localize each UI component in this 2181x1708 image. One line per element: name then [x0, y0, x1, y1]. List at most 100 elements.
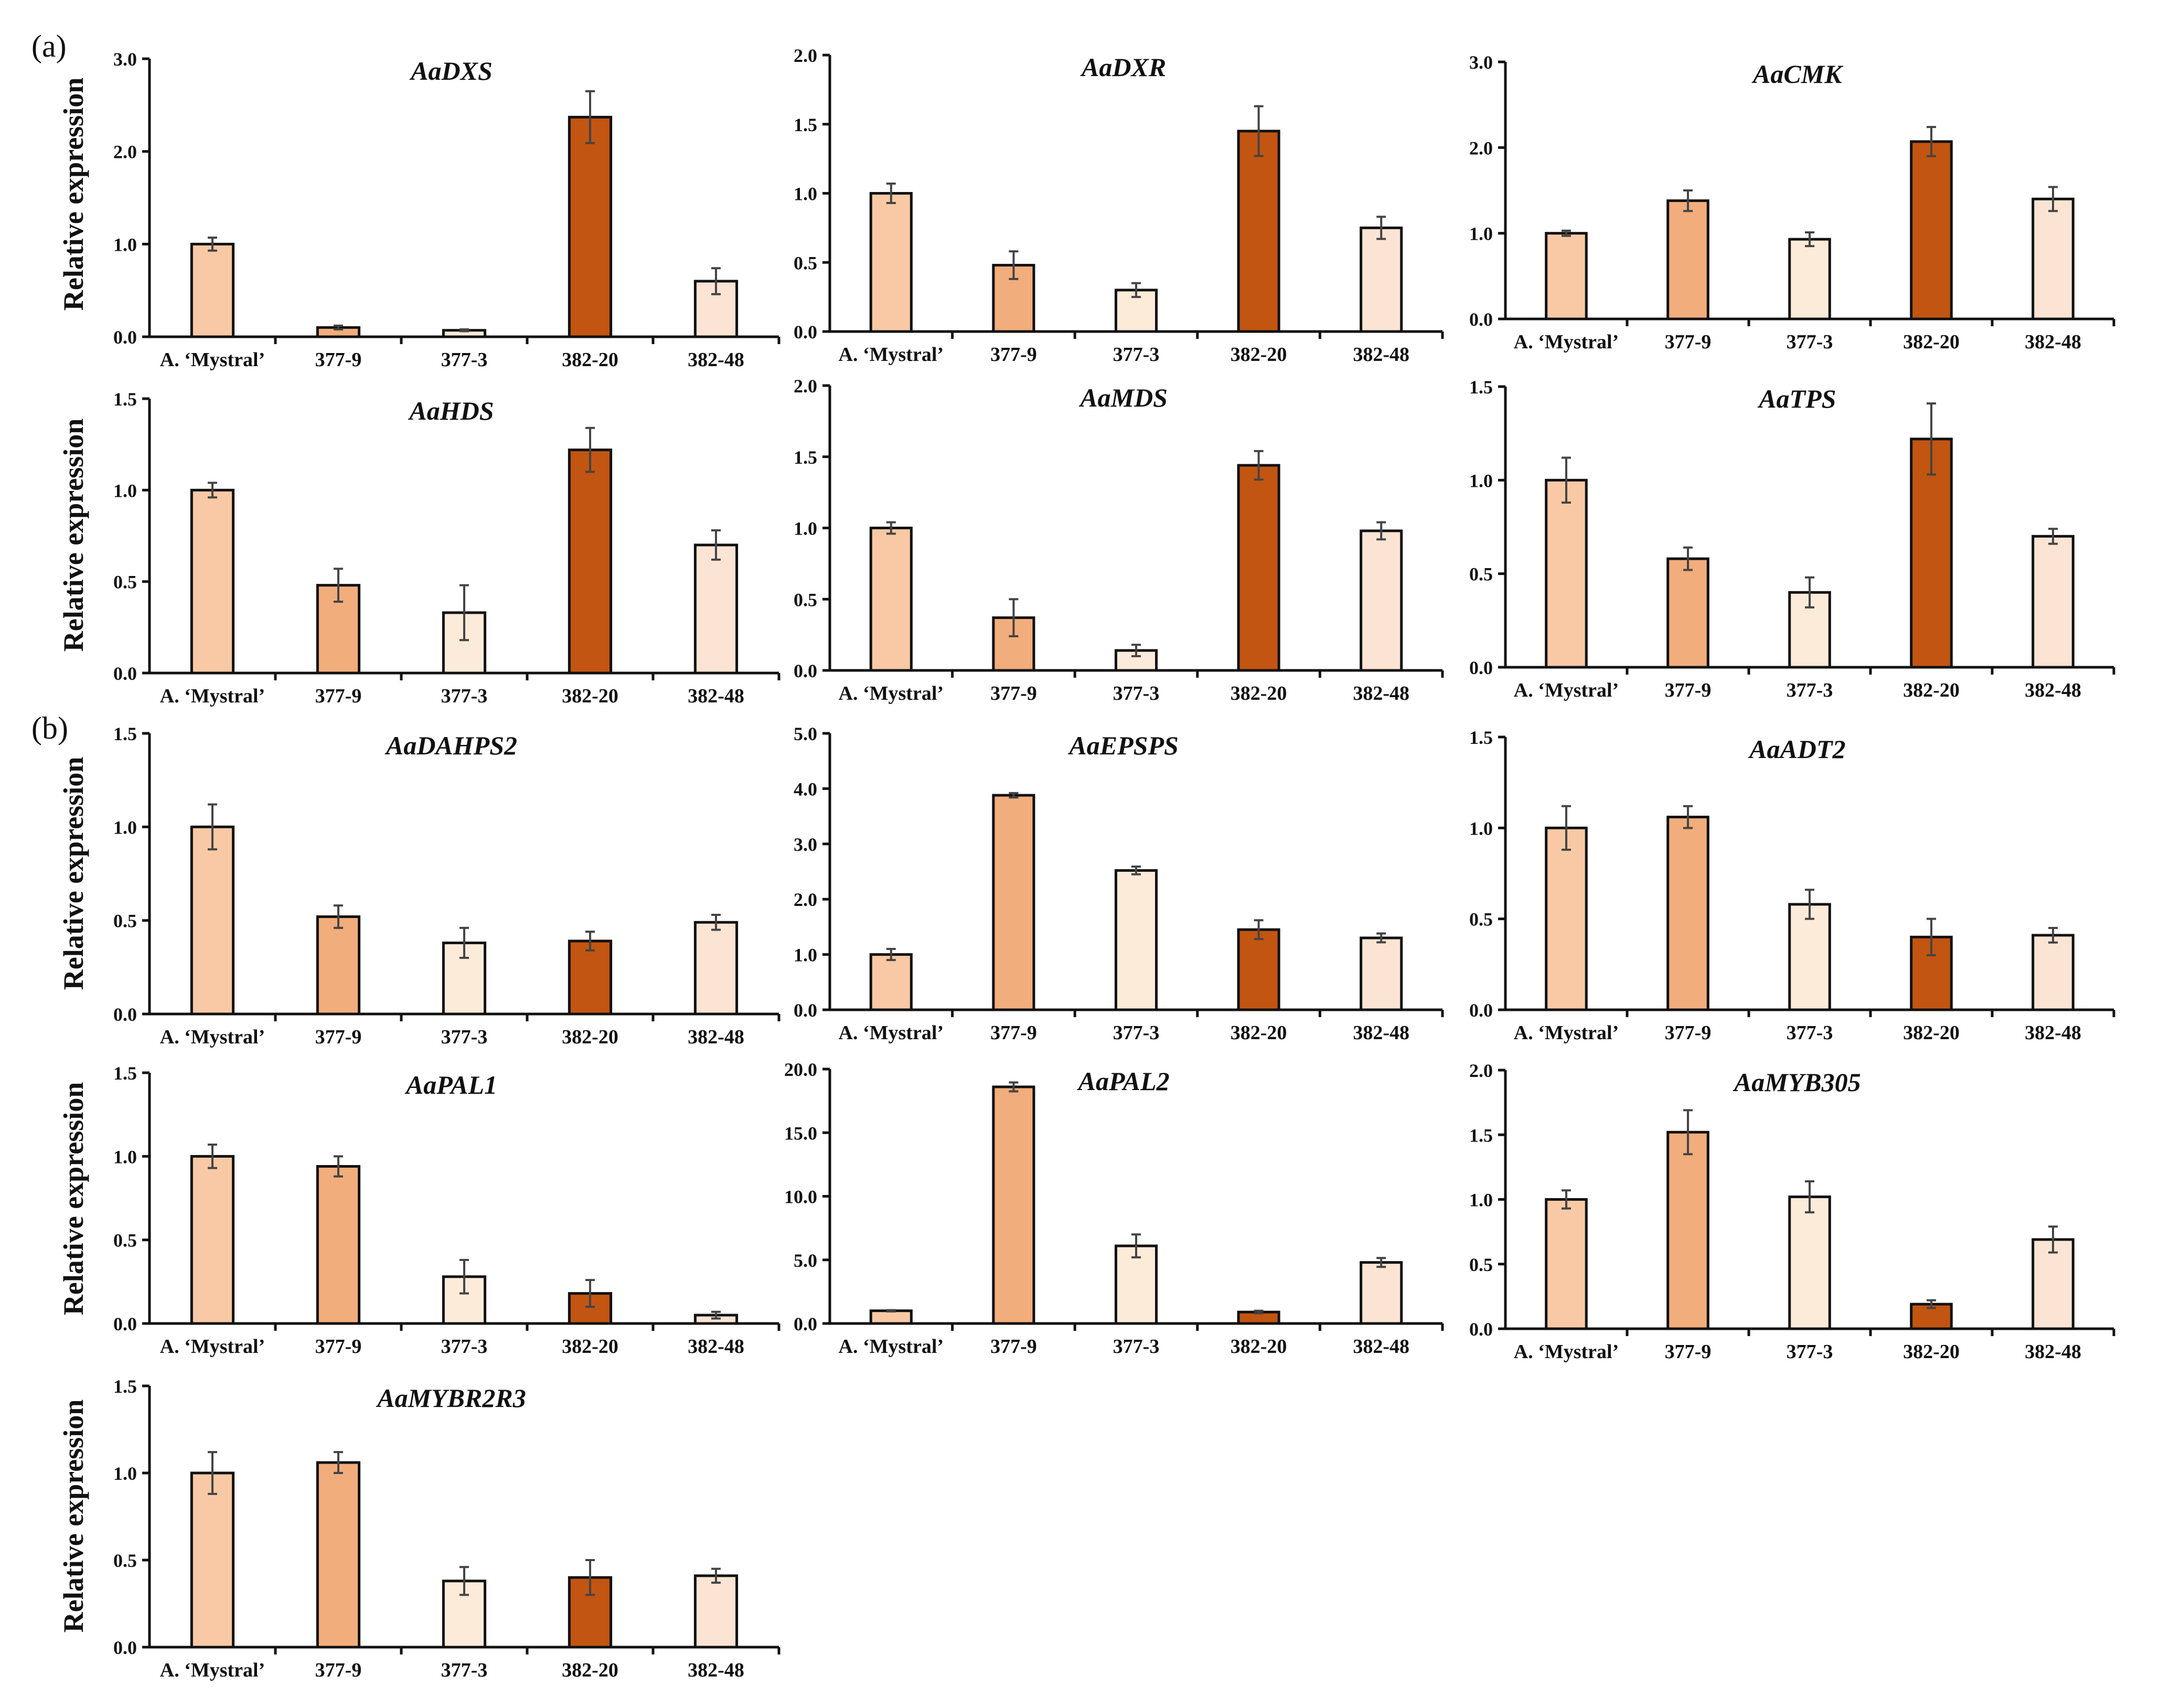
- category-label: 377-9: [990, 1336, 1037, 1358]
- category-label: 377-9: [315, 1026, 362, 1048]
- category-label: 377-3: [1787, 1341, 1833, 1363]
- chart-grid: 0.0 1.0 2.0 3.0 A. ‘Mystral’ 377-9 377-3 382-20…: [58, 45, 2115, 1681]
- category-label: A. ‘Mystral’: [839, 344, 944, 366]
- y-tick-label: 5.0: [794, 1250, 817, 1271]
- y-tick-label: 3.0: [794, 834, 817, 855]
- bar-382-20: [1910, 437, 1953, 669]
- category-label: 382-48: [2025, 679, 2081, 701]
- category-label: 382-48: [1353, 682, 1409, 704]
- y-tick-label: 0.0: [1469, 309, 1493, 330]
- category-label: A. ‘Mystral’: [839, 1022, 944, 1044]
- bar-A. ‘Mystral’: [1545, 478, 1588, 669]
- y-tick-label: 0.0: [1469, 657, 1493, 678]
- category-label: 382-48: [688, 349, 744, 371]
- bar-A. ‘Mystral’: [190, 488, 235, 675]
- y-tick-label: 1.0: [1469, 470, 1493, 491]
- y-tick-label: 0.5: [1469, 1254, 1493, 1275]
- bar-377-9: [316, 1165, 361, 1325]
- y-tick-label: 0.0: [794, 322, 817, 343]
- y-tick-label: 0.5: [113, 1550, 137, 1571]
- panel-label-b: (b): [31, 711, 68, 745]
- category-label: A. ‘Mystral’: [160, 1336, 265, 1358]
- bar-A. ‘Mystral’: [1545, 1198, 1588, 1330]
- category-label: 377-3: [441, 349, 488, 371]
- y-tick-label: 0.0: [113, 663, 137, 684]
- category-label: 382-20: [562, 1659, 618, 1681]
- chart-AaMDS: 0.0 0.5 1.0 1.5 2.0 A. ‘Mystral’ 377-9 377-3 382…: [794, 376, 1444, 704]
- chart-AaDXS: 0.0 1.0 2.0 3.0 A. ‘Mystral’ 377-9 377-3 382-20…: [58, 49, 781, 371]
- y-tick-label: 2.0: [794, 45, 817, 66]
- bar-382-20: [568, 940, 613, 1016]
- bar-382-20: [568, 115, 613, 338]
- category-label: 377-9: [315, 685, 362, 707]
- category-label: 377-3: [1113, 1336, 1160, 1358]
- y-tick-label: 2.0: [113, 142, 137, 163]
- y-tick-label: 20.0: [784, 1059, 817, 1080]
- category-label: A. ‘Mystral’: [160, 1659, 265, 1681]
- y-tick-label: 1.5: [113, 1376, 137, 1397]
- bar-382-20: [1237, 130, 1280, 333]
- category-label: 382-20: [1903, 331, 1960, 353]
- bar-377-9: [316, 915, 361, 1016]
- bar-382-48: [1360, 529, 1403, 672]
- category-label: A. ‘Mystral’: [160, 349, 265, 371]
- y-tick-label: 1.0: [794, 184, 817, 205]
- bar-382-48: [2032, 934, 2075, 1011]
- bar-A. ‘Mystral’: [869, 1309, 913, 1325]
- y-tick-label: 10.0: [784, 1187, 817, 1208]
- category-label: 382-48: [2025, 331, 2081, 353]
- bar-A. ‘Mystral’: [190, 825, 235, 1016]
- y-tick-label: 1.0: [113, 817, 137, 838]
- bar-382-48: [2032, 535, 2075, 669]
- chart-AaHDS: 0.0 0.5 1.0 1.5 A. ‘Mystral’ 377-9 377-3 382-20…: [58, 389, 781, 707]
- bar-382-20: [1237, 928, 1280, 1011]
- bar-382-48: [693, 921, 739, 1016]
- bar-A. ‘Mystral’: [190, 242, 235, 338]
- bar-377-9: [316, 1461, 361, 1649]
- chart-AaMYB305: 0.0 0.5 1.0 1.5 2.0 A. ‘Mystral’ 377-9 377-3 382…: [1469, 1060, 2115, 1363]
- y-tick-label: 1.0: [794, 945, 817, 966]
- y-tick-label: 1.0: [113, 1146, 137, 1167]
- category-label: 377-9: [990, 682, 1037, 704]
- category-label: 382-20: [1231, 682, 1287, 704]
- y-tick-label: 0.5: [794, 252, 817, 273]
- category-label: 377-3: [441, 1659, 488, 1681]
- bar-377-3: [1788, 238, 1831, 321]
- bar-382-48: [1360, 936, 1403, 1011]
- category-label: A. ‘Mystral’: [160, 685, 265, 707]
- y-tick-label: 2.0: [794, 889, 817, 910]
- bar-A. ‘Mystral’: [869, 192, 913, 333]
- bar-A. ‘Mystral’: [869, 527, 913, 672]
- chart-title: AaADT2: [1748, 734, 1845, 764]
- chart-title: AaMDS: [1078, 383, 1168, 412]
- y-axis-label: Relative expression: [58, 1400, 89, 1632]
- bar-A. ‘Mystral’: [190, 1471, 235, 1649]
- y-axis-label: Relative expression: [58, 78, 89, 311]
- category-label: 377-3: [441, 685, 488, 707]
- y-tick-label: 1.0: [113, 234, 137, 255]
- chart-AaMYBR2R3: 0.0 0.5 1.0 1.5 A. ‘Mystral’ 377-9 377-3 382-20…: [58, 1376, 781, 1681]
- chart-title: AaMYB305: [1733, 1068, 1861, 1097]
- bar-377-3: [442, 941, 487, 1016]
- category-label: 377-3: [1113, 344, 1160, 366]
- category-label: 382-20: [562, 685, 618, 707]
- chart-title: AaDXS: [409, 56, 493, 86]
- y-tick-label: 1.0: [113, 480, 137, 501]
- y-tick-label: 0.0: [1469, 1319, 1493, 1340]
- y-tick-label: 0.0: [1469, 1000, 1493, 1021]
- y-tick-label: 2.0: [1469, 1060, 1493, 1081]
- category-label: 382-48: [688, 1026, 744, 1048]
- bar-382-20: [1910, 140, 1953, 321]
- category-label: 382-20: [1231, 1022, 1287, 1044]
- y-tick-label: 1.5: [1469, 727, 1493, 748]
- y-tick-label: 1.5: [1469, 1125, 1493, 1146]
- category-label: 377-9: [990, 344, 1037, 366]
- y-tick-label: 3.0: [113, 49, 137, 70]
- chart-title: AaEPSPS: [1067, 731, 1178, 760]
- y-tick-label: 1.5: [794, 114, 817, 135]
- category-label: 377-9: [990, 1022, 1037, 1044]
- category-label: 382-20: [562, 349, 618, 371]
- y-tick-label: 15.0: [784, 1123, 817, 1144]
- y-tick-label: 3.0: [1469, 52, 1493, 73]
- y-axis-label: Relative expression: [58, 757, 89, 990]
